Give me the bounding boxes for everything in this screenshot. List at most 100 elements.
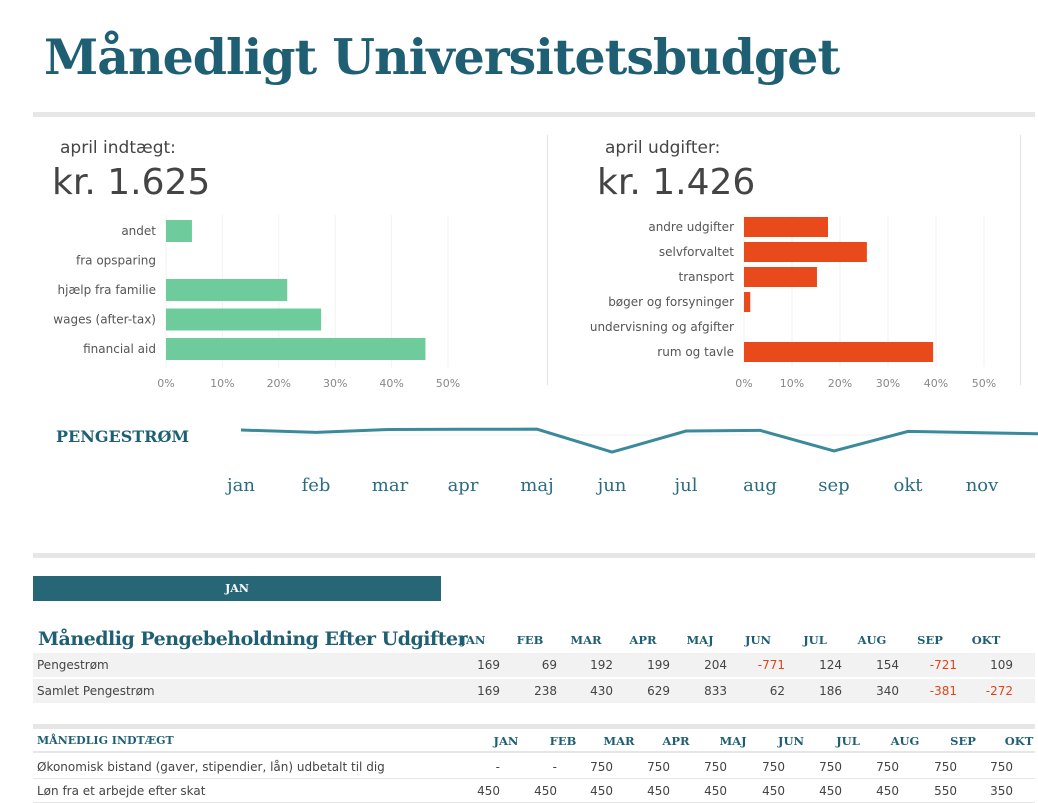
table-row: Samlet Pengestrøm 169 238 430 629 833 62 186 340… [33, 679, 1035, 703]
tick-label: 20% [267, 377, 291, 390]
income-table-title: MÅNEDLIG INDTÆGT [37, 734, 174, 747]
summary-title: Månedlig Pengebeholdning Efter Udgifter [38, 628, 468, 650]
tick-label: 0% [157, 377, 174, 390]
column-header: APR [629, 633, 657, 647]
category-label: bøger og forsyninger [608, 295, 734, 309]
divider [33, 553, 1035, 558]
table-cell: 154 [876, 658, 899, 672]
bar [744, 267, 817, 287]
column-header: APR [662, 734, 690, 748]
table-cell: 124 [819, 658, 842, 672]
bar [744, 217, 828, 237]
tick-label: 10% [210, 377, 234, 390]
table-cell: 750 [876, 760, 899, 774]
table-cell: 833 [704, 684, 727, 698]
month-tab-jan[interactable]: JAN [33, 576, 441, 601]
table-cell: -771 [757, 658, 785, 672]
table-cell: 169 [477, 658, 500, 672]
bar [166, 279, 288, 301]
table-cell: 340 [876, 684, 899, 698]
table-cell: 430 [590, 684, 613, 698]
tick-label: 50% [972, 377, 996, 390]
column-header: JUL [836, 734, 860, 748]
divider [33, 724, 1035, 729]
table-cell: 450 [477, 784, 500, 798]
bar [166, 220, 192, 242]
tick-label: 40% [924, 377, 948, 390]
table-cell: 750 [704, 760, 727, 774]
category-label: undervisning og afgifter [590, 320, 734, 334]
month-label: sep [818, 475, 850, 496]
table-row: Løn fra et arbejde efter skat 450 450 450 45… [33, 779, 1035, 803]
column-header: SEP [917, 633, 943, 647]
expense-chart: 0% 10% 20% 30% 40% 50% andre udgifter selvforva… [590, 215, 996, 390]
category-label: andre udgifter [648, 220, 734, 234]
table-cell: 450 [534, 784, 557, 798]
divider [33, 112, 1035, 117]
income-chart: 0% 10% 20% 30% 40% 50% andet fra opsparing hjælp… [53, 215, 460, 390]
table-cell: 450 [819, 784, 842, 798]
cashflow-label: PENGESTRØM [56, 427, 190, 446]
table-cell: 750 [762, 760, 785, 774]
column-header: JUN [745, 633, 771, 647]
month-label: apr [447, 475, 479, 496]
month-label: feb [301, 475, 331, 496]
column-header: FEB [549, 734, 577, 748]
table-cell: 109 [990, 658, 1013, 672]
table-cell: 750 [819, 760, 842, 774]
table-cell: 450 [876, 784, 899, 798]
bar [166, 338, 426, 360]
tick-label: 10% [780, 377, 804, 390]
row-label: Pengestrøm [37, 658, 109, 672]
cashflow-chart [240, 427, 1038, 454]
table-cell: 450 [590, 784, 613, 798]
column-header: FEB [516, 633, 544, 647]
table-cell: - [552, 760, 557, 774]
column-header: MAJ [686, 633, 714, 647]
table-cell: -721 [929, 658, 957, 672]
tick-label: 20% [828, 377, 852, 390]
table-cell: 450 [704, 784, 727, 798]
table-cell: 750 [647, 760, 670, 774]
category-label: wages (after-tax) [53, 313, 156, 327]
column-header: SEP [950, 734, 976, 748]
table-cell: 750 [934, 760, 957, 774]
month-label: okt [893, 475, 923, 496]
month-label: jul [674, 475, 698, 496]
tick-label: 0% [735, 377, 752, 390]
expense-total: kr. 1.426 [597, 162, 756, 203]
table-cell: 169 [477, 684, 500, 698]
column-header: AUG [857, 633, 887, 647]
table-cell: 629 [647, 684, 670, 698]
column-header: OKT [1004, 734, 1034, 748]
expense-label: april udgifter: [605, 138, 721, 158]
bar [166, 308, 322, 331]
table-cell: 62 [769, 684, 785, 698]
month-label: jan [227, 475, 255, 496]
category-label: financial aid [83, 342, 156, 356]
month-label: mar [371, 475, 409, 496]
column-header: MAR [603, 734, 635, 748]
table-cell: 238 [534, 684, 557, 698]
divider [1020, 135, 1021, 385]
bar [744, 342, 934, 362]
income-label: april indtægt: [60, 138, 176, 158]
column-header: MAJ [719, 734, 747, 748]
table-cell: 199 [647, 658, 670, 672]
column-header: MAR [570, 633, 602, 647]
divider [547, 135, 548, 385]
page-title: Månedligt Universitetsbudget [44, 28, 840, 86]
column-header: JUL [803, 633, 827, 647]
bar [744, 292, 751, 312]
cashflow-line [240, 427, 1038, 454]
category-label: transport [679, 270, 735, 284]
table-cell: 450 [647, 784, 670, 798]
category-label: fra opsparing [76, 254, 156, 268]
table-row: Pengestrøm 169 69 192 199 204 -771 124 154 -721 10… [33, 653, 1035, 677]
table-cell: 69 [541, 658, 557, 672]
column-header: OKT [971, 633, 1001, 647]
table-row: Økonomisk bistand (gaver, stipendier, lå… [33, 755, 1035, 779]
tick-label: 40% [379, 377, 403, 390]
table-cell: 186 [819, 684, 842, 698]
column-header: JAN [493, 734, 519, 748]
